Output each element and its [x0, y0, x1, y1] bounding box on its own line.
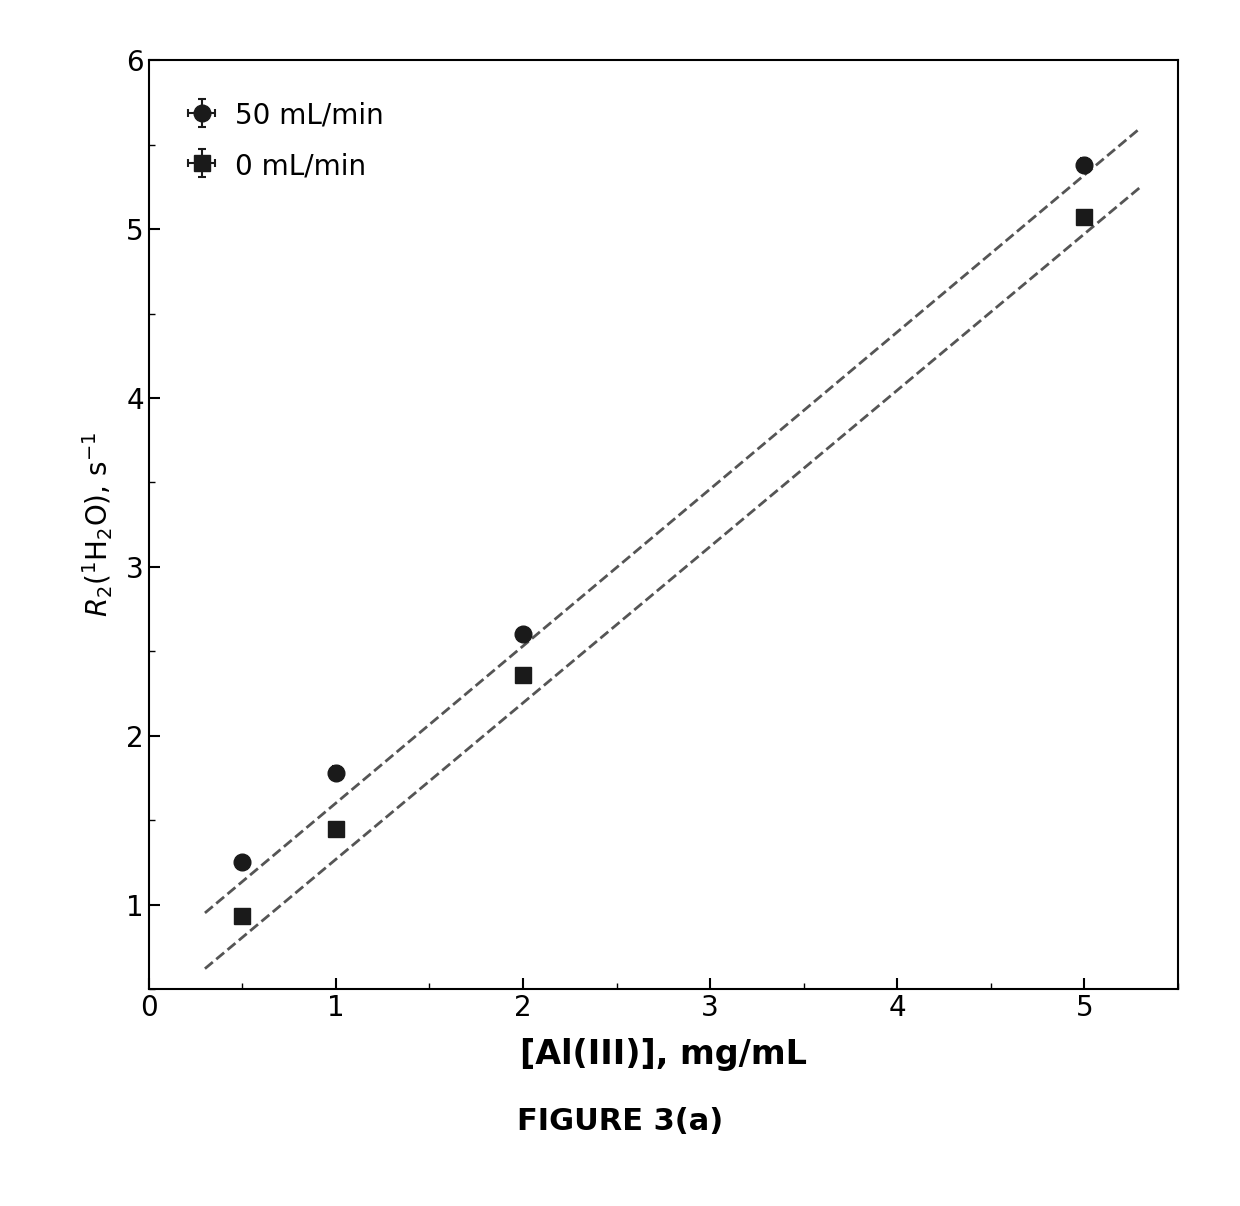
X-axis label: [Al(III)], mg/mL: [Al(III)], mg/mL — [520, 1038, 807, 1071]
Legend: 50 mL/min, 0 mL/min: 50 mL/min, 0 mL/min — [162, 75, 412, 207]
Text: FIGURE 3(a): FIGURE 3(a) — [517, 1107, 723, 1136]
Y-axis label: $R_2$($^1$H$_2$O), s$^{-1}$: $R_2$($^1$H$_2$O), s$^{-1}$ — [81, 432, 115, 617]
